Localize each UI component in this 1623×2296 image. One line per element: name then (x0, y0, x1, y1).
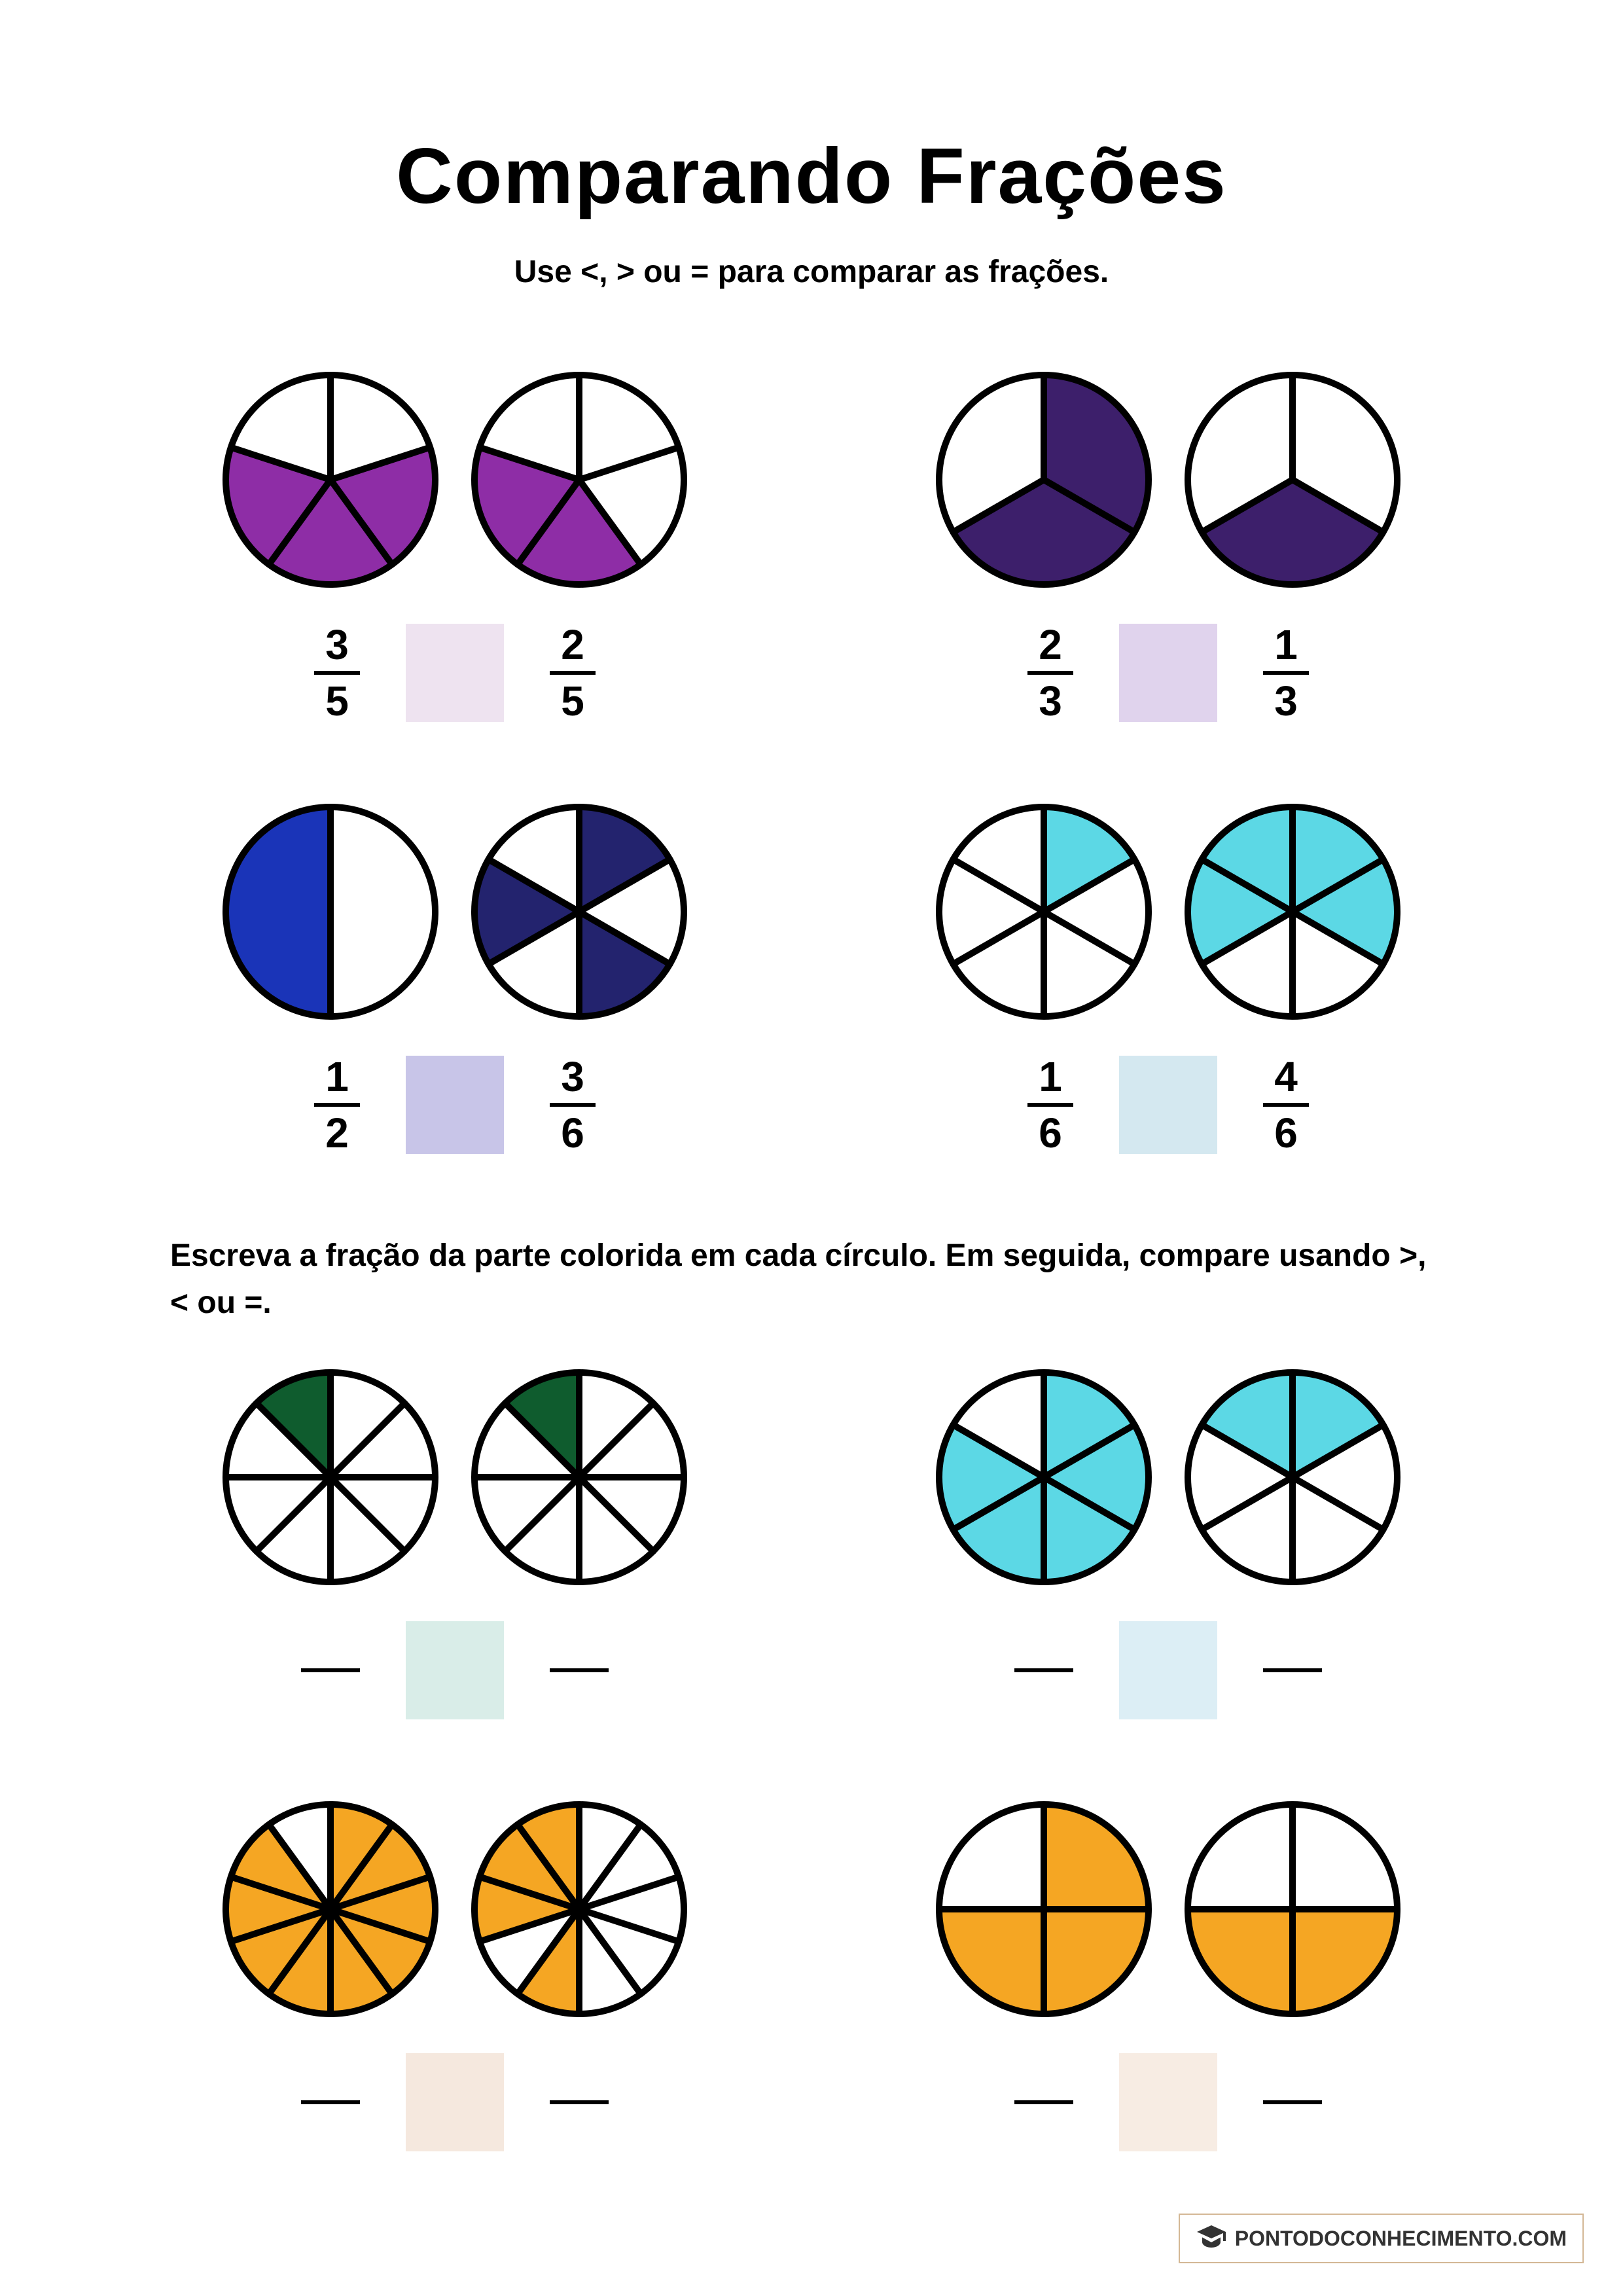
pie-pair (219, 800, 690, 1023)
fraction: 36 (550, 1056, 596, 1154)
fraction-denominator: 5 (325, 680, 349, 722)
fraction-denominator: 3 (1039, 680, 1062, 722)
page-title: Comparando Frações (170, 131, 1453, 221)
comparison-problem: 3525 (170, 368, 740, 722)
answer-row (301, 1621, 609, 1719)
pie-pair (933, 368, 1404, 591)
fraction-pie (933, 1366, 1155, 1588)
answer-row: 3525 (314, 624, 596, 722)
fraction-pie (219, 1798, 442, 2020)
pie-pair (933, 1366, 1404, 1588)
fraction-bar (550, 1103, 596, 1107)
blank-fraction-line[interactable] (1014, 1668, 1073, 1672)
answer-row (301, 2053, 609, 2151)
comparison-problem (170, 1366, 740, 1719)
fraction-denominator: 2 (325, 1112, 349, 1154)
comparison-answer-box[interactable] (406, 624, 504, 722)
fraction: 13 (1263, 624, 1309, 722)
answer-row: 1646 (1027, 1056, 1309, 1154)
fraction-pie (933, 368, 1155, 591)
fraction-pie (219, 800, 442, 1023)
fraction-bar (314, 671, 360, 675)
fraction: 46 (1263, 1056, 1309, 1154)
fraction-pie (1181, 368, 1404, 591)
fraction-denominator: 6 (1274, 1112, 1298, 1154)
fraction-pie (933, 800, 1155, 1023)
blank-fraction-line[interactable] (1014, 2100, 1073, 2104)
blank-fraction-line[interactable] (301, 1668, 360, 1672)
fraction-denominator: 3 (1274, 680, 1298, 722)
fraction-bar (314, 1103, 360, 1107)
comparison-problem (170, 1798, 740, 2151)
fraction-pie (468, 1798, 690, 2020)
pie-pair (219, 368, 690, 591)
section2-instructions: Escreva a fração da parte colorida em ca… (170, 1232, 1453, 1327)
fraction-numerator: 1 (1039, 1056, 1062, 1098)
fraction-bar (1263, 671, 1309, 675)
answer-row (1014, 2053, 1322, 2151)
section2-grid (170, 1366, 1453, 2151)
comparison-answer-box[interactable] (1119, 624, 1217, 722)
fraction-bar (1027, 1103, 1073, 1107)
fraction-numerator: 2 (1039, 624, 1062, 666)
watermark-text: PONTODOCONHECIMENTO.COM (1235, 2227, 1567, 2251)
comparison-answer-box[interactable] (1119, 1056, 1217, 1154)
blank-fraction-line[interactable] (301, 2100, 360, 2104)
comparison-problem: 1236 (170, 800, 740, 1154)
fraction-numerator: 2 (561, 624, 584, 666)
fraction-numerator: 4 (1274, 1056, 1298, 1098)
comparison-problem (883, 1798, 1453, 2151)
blank-fraction-line[interactable] (1263, 2100, 1322, 2104)
fraction: 23 (1027, 624, 1073, 722)
fraction: 25 (550, 624, 596, 722)
fraction-pie (1181, 800, 1404, 1023)
fraction-bar (550, 671, 596, 675)
fraction-pie (219, 368, 442, 591)
fraction-denominator: 6 (1039, 1112, 1062, 1154)
comparison-answer-box[interactable] (1119, 2053, 1217, 2151)
section1-grid: 3525231312361646 (170, 368, 1453, 1154)
answer-row: 1236 (314, 1056, 596, 1154)
blank-fraction-line[interactable] (550, 2100, 609, 2104)
fraction-numerator: 3 (325, 624, 349, 666)
fraction-pie (1181, 1366, 1404, 1588)
answer-row (1014, 1621, 1322, 1719)
comparison-problem (883, 1366, 1453, 1719)
comparison-answer-box[interactable] (1119, 1621, 1217, 1719)
comparison-answer-box[interactable] (406, 2053, 504, 2151)
fraction-bar (1263, 1103, 1309, 1107)
answer-row: 2313 (1027, 624, 1309, 722)
fraction-pie (933, 1798, 1155, 2020)
pie-pair (933, 800, 1404, 1023)
comparison-problem: 1646 (883, 800, 1453, 1154)
fraction-numerator: 1 (325, 1056, 349, 1098)
comparison-problem: 2313 (883, 368, 1453, 722)
fraction-pie (219, 1366, 442, 1588)
fraction-pie (468, 368, 690, 591)
comparison-answer-box[interactable] (406, 1621, 504, 1719)
blank-fraction-line[interactable] (550, 1668, 609, 1672)
fraction-denominator: 5 (561, 680, 584, 722)
watermark: PONTODOCONHECIMENTO.COM (1179, 2214, 1584, 2263)
fraction-bar (1027, 671, 1073, 675)
fraction: 16 (1027, 1056, 1073, 1154)
pie-pair (933, 1798, 1404, 2020)
graduation-cap-icon (1196, 2223, 1227, 2254)
fraction: 35 (314, 624, 360, 722)
fraction-pie (1181, 1798, 1404, 2020)
fraction: 12 (314, 1056, 360, 1154)
pie-pair (219, 1798, 690, 2020)
subtitle: Use <, > ou = para comparar as frações. (170, 254, 1453, 290)
comparison-answer-box[interactable] (406, 1056, 504, 1154)
fraction-pie (468, 1366, 690, 1588)
fraction-pie (468, 800, 690, 1023)
blank-fraction-line[interactable] (1263, 1668, 1322, 1672)
fraction-numerator: 3 (561, 1056, 584, 1098)
fraction-numerator: 1 (1274, 624, 1298, 666)
pie-pair (219, 1366, 690, 1588)
fraction-denominator: 6 (561, 1112, 584, 1154)
